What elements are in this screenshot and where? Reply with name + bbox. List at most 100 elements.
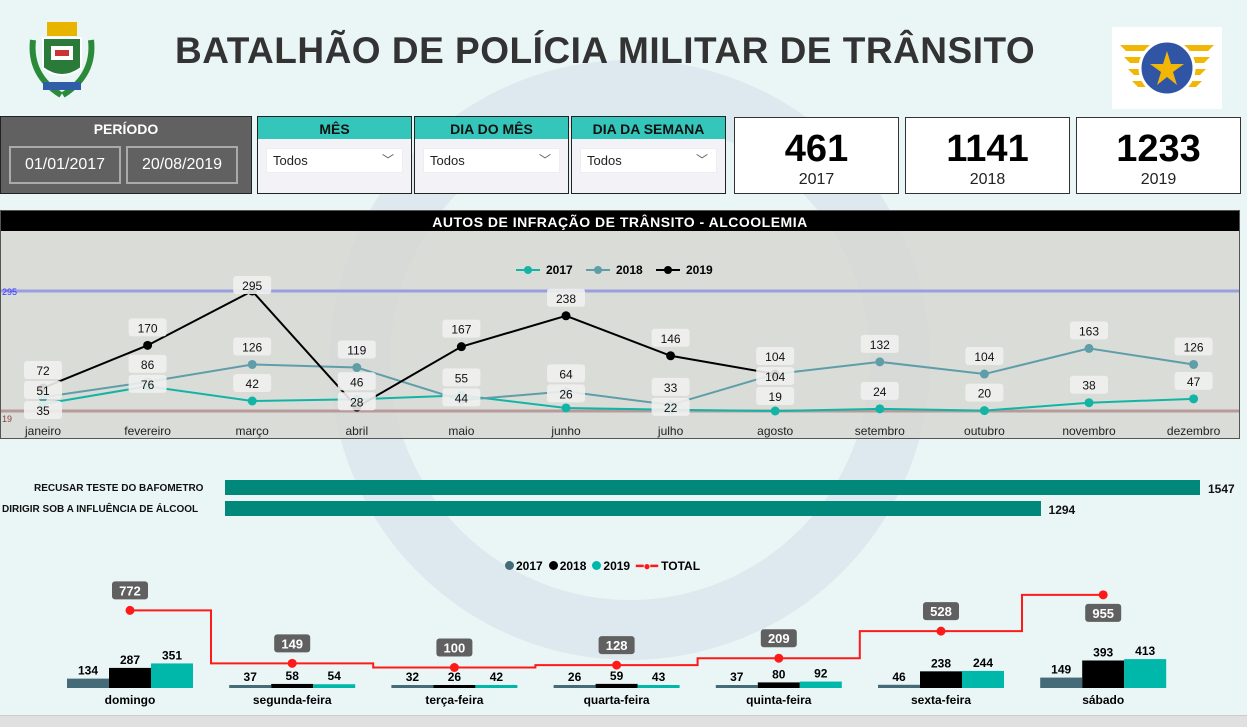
bar-2018: [433, 685, 476, 688]
day-of-month-select[interactable]: Todos ﹀: [423, 148, 560, 173]
category-label: sábado: [1082, 693, 1124, 707]
legend-marker: [664, 266, 672, 274]
hbar-label: RECUSAR TESTE DO BAFOMETRO: [34, 483, 204, 494]
bar-value: 80: [772, 667, 786, 681]
bar-2018: [920, 671, 962, 688]
data-label: 22: [664, 401, 678, 415]
kpi-card-2019: 1233 2019: [1076, 117, 1241, 194]
kpi-year: 2018: [969, 171, 1006, 188]
weekday-legend: 2017 2018 2019 ━●━ TOTAL: [505, 559, 700, 573]
end-date-input[interactable]: 20/08/2019: [126, 146, 238, 184]
total-point: [125, 605, 135, 615]
legend-2019: 2019: [592, 559, 630, 573]
data-point: [352, 363, 362, 373]
page-footer-bar: [0, 715, 1247, 727]
data-label-bg: [965, 347, 1004, 366]
total-label-bg: [436, 638, 473, 657]
data-label-bg: [860, 381, 899, 400]
x-tick-label: dezembro: [1167, 424, 1221, 438]
total-label: 149: [281, 636, 303, 651]
bar-2019: [313, 684, 356, 688]
data-label: 19: [769, 390, 783, 404]
data-label-bg: [651, 397, 690, 416]
weekday-chart: 134 287 351 domingo 37 58 54 segunda-feira 32 26 4…: [67, 581, 1167, 707]
hbar-label: DIRIGIR SOB A INFLUÊNCIA DE ÁLCOOL: [2, 504, 199, 515]
data-label-bg: [1174, 337, 1213, 356]
data-label-bg: [651, 377, 690, 396]
select-value: Todos: [430, 153, 465, 168]
chevron-down-icon: ﹀: [381, 153, 394, 167]
bar-2019: [637, 684, 680, 688]
bar-value: 54: [328, 669, 342, 683]
bar-value: 244: [973, 656, 993, 670]
data-label-bg: [651, 328, 690, 347]
kpi-card-2017: 461 2017: [734, 117, 899, 194]
data-label-bg: [965, 383, 1004, 402]
bar-value: 26: [568, 670, 582, 684]
data-label: 238: [556, 292, 576, 306]
state-coat-of-arms-logo: [29, 22, 95, 98]
legend-total: ━●━ TOTAL: [636, 559, 701, 573]
data-point: [875, 357, 885, 367]
bar-value: 149: [1051, 663, 1071, 677]
legend-marker: [594, 266, 602, 274]
data-label-bg: [337, 340, 376, 359]
total-label-bg: [1085, 603, 1122, 622]
total-label-bg: [923, 602, 959, 621]
bar-2018: [1082, 660, 1125, 688]
total-label: 100: [444, 641, 466, 656]
data-label-bg: [24, 360, 62, 379]
bar-value: 26: [448, 670, 462, 684]
data-label-bg: [1070, 321, 1108, 340]
category-label: sexta-feira: [911, 693, 971, 707]
series-line-2018: [42, 347, 1194, 406]
x-tick-label: agosto: [757, 424, 793, 438]
data-point: [666, 351, 676, 361]
total-label-bg: [760, 629, 797, 648]
weekday-select[interactable]: Todos ﹀: [580, 148, 717, 173]
category-label: quarta-feira: [584, 693, 650, 707]
data-point: [770, 406, 780, 416]
bar-2019: [151, 663, 193, 688]
data-label-bg: [547, 288, 585, 307]
data-point: [875, 404, 885, 414]
data-label-bg: [442, 368, 481, 387]
data-label-bg: [547, 364, 585, 383]
data-label-bg: [756, 347, 795, 366]
data-point: [979, 406, 989, 416]
bar-value: 287: [120, 653, 140, 667]
data-label: 104: [974, 350, 994, 364]
data-label: 295: [242, 279, 262, 293]
start-date-input[interactable]: 01/01/2017: [9, 146, 121, 184]
bar-value: 393: [1093, 645, 1113, 659]
legend-2017: 2017: [505, 559, 543, 573]
kpi-card-2018: 1141 2018: [905, 117, 1070, 194]
data-label: 72: [36, 364, 50, 378]
data-label: 47: [1187, 375, 1201, 389]
x-tick-label: outubro: [964, 424, 1005, 438]
bar-2017: [715, 685, 758, 688]
bar-value: 42: [490, 670, 504, 684]
data-label-bg: [756, 387, 795, 406]
bar-2019: [799, 681, 842, 688]
kpi-value: 461: [784, 128, 849, 170]
hbar-influence[interactable]: [225, 501, 1041, 516]
data-point: [1084, 398, 1094, 408]
hbar-refusal[interactable]: [225, 480, 1200, 495]
bar-2018: [271, 683, 314, 688]
data-label: 55: [455, 371, 469, 385]
data-label: 42: [246, 377, 260, 391]
series-line-2019: [42, 289, 776, 409]
kpi-value: 1233: [1116, 128, 1201, 170]
bar-value: 134: [78, 664, 98, 678]
bar-value: 59: [610, 669, 624, 683]
data-point: [979, 369, 989, 379]
total-label-bg: [112, 581, 148, 600]
month-select[interactable]: Todos ﹀: [266, 148, 403, 173]
data-label: 46: [350, 375, 364, 389]
data-label-bg: [233, 276, 272, 294]
bar-2019: [475, 685, 518, 688]
period-filter: PERÍODO 01/01/2017 20/08/2019: [0, 116, 252, 194]
data-label: 26: [559, 387, 573, 401]
data-label-bg: [128, 374, 167, 393]
